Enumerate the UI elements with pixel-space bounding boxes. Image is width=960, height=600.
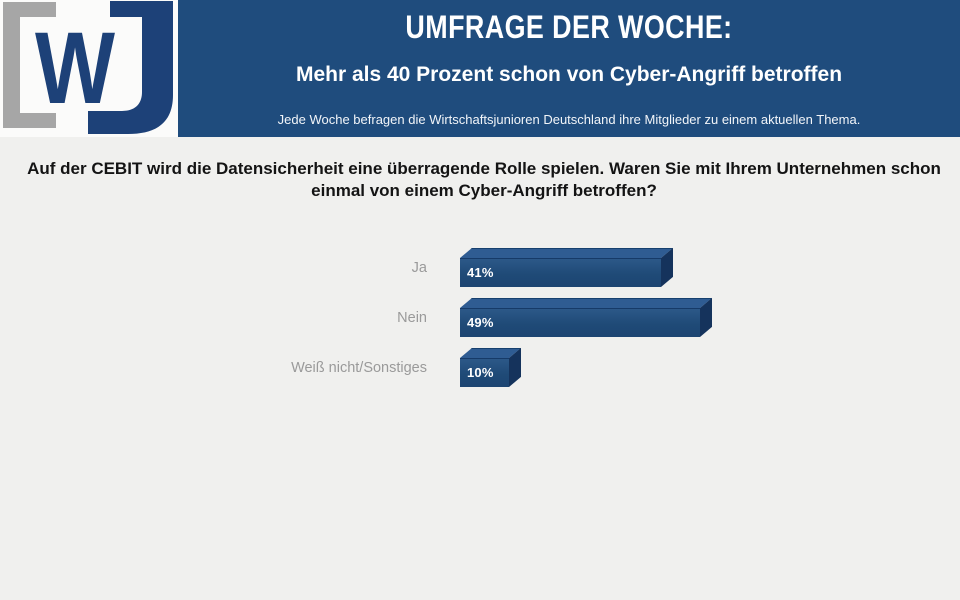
survey-question: Auf der CEBIT wird die Datensicherheit e… (27, 159, 941, 200)
logo-letter-j-shape (88, 1, 173, 134)
bar-value-label: 49% (467, 315, 494, 330)
page-subtitle: Mehr als 40 Prozent schon von Cyber-Angr… (295, 63, 843, 86)
bar-chart: Ja 41% Nein 49% Weiß nicht/Sonstiges (250, 247, 960, 427)
bar-front-face (460, 358, 509, 387)
bar-top-face (460, 248, 673, 258)
chart-row-ja: Ja 41% (250, 247, 960, 287)
chart-row-nein: Nein 49% (250, 297, 960, 337)
category-label: Weiß nicht/Sonstiges (291, 359, 427, 376)
bar-top-face (460, 298, 713, 308)
wj-logo: W (0, 0, 178, 137)
logo-bracket-shape (3, 2, 56, 128)
bar-front-face (460, 308, 701, 337)
bar-front-face (460, 258, 661, 287)
bar-weiss-nicht: 10% (460, 347, 523, 387)
category-label: Ja (411, 259, 427, 276)
logo-letter-w: W (35, 11, 116, 125)
bar-nein: 49% (460, 297, 714, 337)
wj-logo-icon: W (0, 0, 178, 137)
bar-value-label: 41% (467, 265, 494, 280)
bar-ja: 41% (460, 247, 675, 287)
bar-value-label: 10% (467, 365, 494, 380)
page-title: UMFRAGE DER WOCHE: (405, 9, 733, 45)
category-label: Nein (397, 309, 427, 326)
chart-row-weiss-nicht: Weiß nicht/Sonstiges 10% (250, 347, 960, 387)
header-tagline: Jede Woche befragen die Wirtschaftsjunio… (277, 112, 861, 127)
header: W UMFRAGE DER WOCHE: Mehr als 40 Prozent… (0, 0, 960, 137)
header-band: UMFRAGE DER WOCHE: Mehr als 40 Prozent s… (178, 0, 960, 137)
